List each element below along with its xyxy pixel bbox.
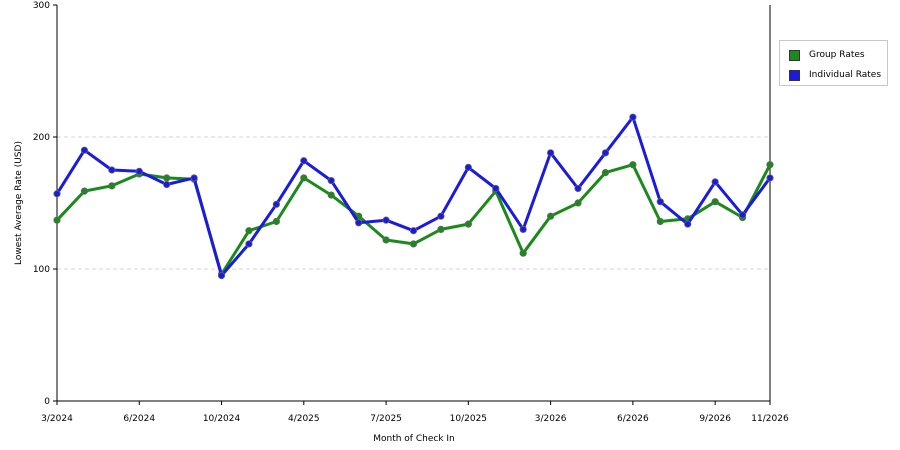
data-point-individual-rates xyxy=(738,211,747,219)
legend-item-individual-rates: Individual Rates xyxy=(789,68,881,82)
legend: Group Rates Individual Rates xyxy=(779,40,888,86)
series xyxy=(53,113,774,280)
data-point-individual-rates xyxy=(492,184,500,193)
data-point-individual-rates xyxy=(300,157,308,165)
axes xyxy=(56,5,771,402)
y-tick-label: 300 xyxy=(33,1,50,11)
data-point-group-rates xyxy=(629,161,637,169)
data-point-group-rates xyxy=(574,199,582,207)
data-point-individual-rates xyxy=(437,212,445,220)
data-point-individual-rates xyxy=(217,271,226,280)
data-point-group-rates xyxy=(382,236,390,244)
y-tick-label: 0 xyxy=(44,397,50,407)
data-point-group-rates xyxy=(437,225,445,233)
y-tick-label: 200 xyxy=(33,133,50,143)
x-tick-label: 11/2026 xyxy=(751,414,789,424)
series-group-rates xyxy=(53,161,774,278)
data-point-individual-rates xyxy=(547,149,555,157)
data-point-group-rates xyxy=(108,182,116,190)
data-point-group-rates xyxy=(409,240,418,248)
data-point-group-rates xyxy=(53,216,61,224)
legend-item-group-rates: Group Rates xyxy=(789,48,865,62)
data-point-group-rates xyxy=(519,249,527,257)
data-point-group-rates xyxy=(272,217,280,226)
x-tick-label: 6/2024 xyxy=(123,414,155,424)
data-point-individual-rates xyxy=(327,176,335,185)
data-point-individual-rates xyxy=(190,174,198,182)
series-line-individual-rates xyxy=(55,115,772,278)
x-tick-label: 10/2025 xyxy=(450,414,487,424)
y-tick-label: 100 xyxy=(33,265,50,275)
data-point-individual-rates xyxy=(382,216,390,224)
data-point-individual-rates xyxy=(629,113,637,121)
data-point-individual-rates xyxy=(656,198,664,206)
data-point-individual-rates xyxy=(272,200,280,208)
x-ticks: 3/2024 6/2024 10/2024 4/2025 7/2025 10/2025 3/… xyxy=(41,401,789,424)
data-point-individual-rates xyxy=(409,227,418,235)
data-point-individual-rates xyxy=(80,146,89,154)
data-point-individual-rates xyxy=(519,225,527,233)
x-tick-label: 4/2025 xyxy=(288,414,320,424)
data-point-individual-rates xyxy=(601,149,610,157)
x-tick-label: 3/2026 xyxy=(535,414,567,424)
x-tick-label: 6/2026 xyxy=(617,414,649,424)
legend-swatch-individual-rates xyxy=(789,69,800,81)
data-point-group-rates xyxy=(711,198,719,206)
data-point-individual-rates xyxy=(464,163,472,171)
data-point-group-rates xyxy=(327,191,335,199)
data-point-group-rates xyxy=(245,227,253,235)
data-point-individual-rates xyxy=(684,220,692,228)
data-point-group-rates xyxy=(766,161,774,169)
x-tick-label: 3/2024 xyxy=(41,414,73,424)
data-point-individual-rates xyxy=(245,240,253,248)
legend-swatch-group-rates xyxy=(789,49,800,61)
legend-label-individual-rates: Individual Rates xyxy=(809,70,882,80)
data-point-group-rates xyxy=(163,174,171,182)
data-point-individual-rates xyxy=(135,167,143,175)
y-ticks: 0 100 200 300 xyxy=(33,1,57,407)
series-individual-rates xyxy=(53,113,774,280)
x-tick-label: 9/2026 xyxy=(699,414,731,424)
data-point-individual-rates xyxy=(163,180,171,189)
x-tick-label: 7/2025 xyxy=(370,414,402,424)
data-point-group-rates xyxy=(547,212,555,220)
y-axis-title: Lowest Average Rate (USD) xyxy=(14,141,24,265)
data-point-individual-rates xyxy=(53,190,61,198)
x-tick-label: 10/2024 xyxy=(203,414,241,424)
data-point-individual-rates xyxy=(574,184,582,193)
data-point-group-rates xyxy=(300,174,308,182)
data-point-individual-rates xyxy=(766,174,774,182)
data-point-individual-rates xyxy=(108,166,116,174)
data-point-group-rates xyxy=(80,187,89,195)
legend-label-group-rates: Group Rates xyxy=(809,50,865,60)
data-point-individual-rates xyxy=(711,178,719,186)
data-point-individual-rates xyxy=(355,219,363,227)
data-point-group-rates xyxy=(656,217,664,226)
x-axis-title: Month of Check In xyxy=(373,434,455,444)
data-point-group-rates xyxy=(601,169,610,177)
data-point-group-rates xyxy=(464,220,472,228)
